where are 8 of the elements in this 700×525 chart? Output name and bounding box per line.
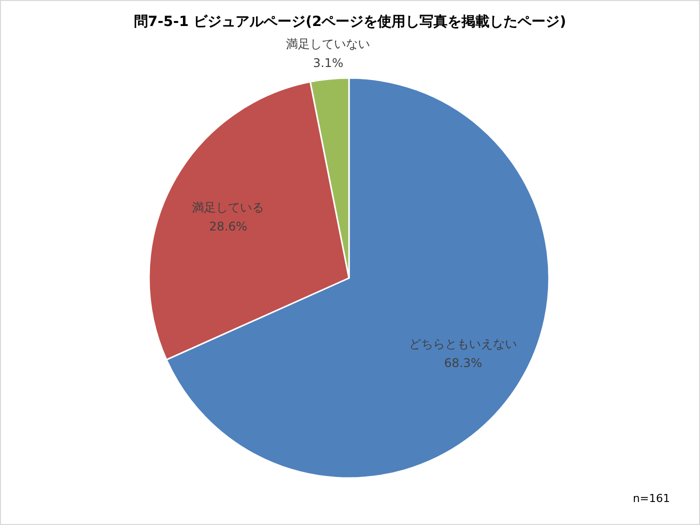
chart-title: 問7-5-1 ビジュアルページ(2ページを使用し写真を掲載したページ) bbox=[134, 14, 566, 30]
slice-label: 満足していない bbox=[286, 37, 370, 52]
slice-label: どちらともいえない bbox=[409, 336, 518, 351]
text: n=161 bbox=[632, 492, 670, 505]
data-label: 3.1% bbox=[312, 56, 344, 70]
data-label: 28.6% bbox=[209, 219, 248, 234]
data-label: 68.3% bbox=[444, 356, 482, 370]
slice-label: 満足している bbox=[192, 200, 264, 214]
